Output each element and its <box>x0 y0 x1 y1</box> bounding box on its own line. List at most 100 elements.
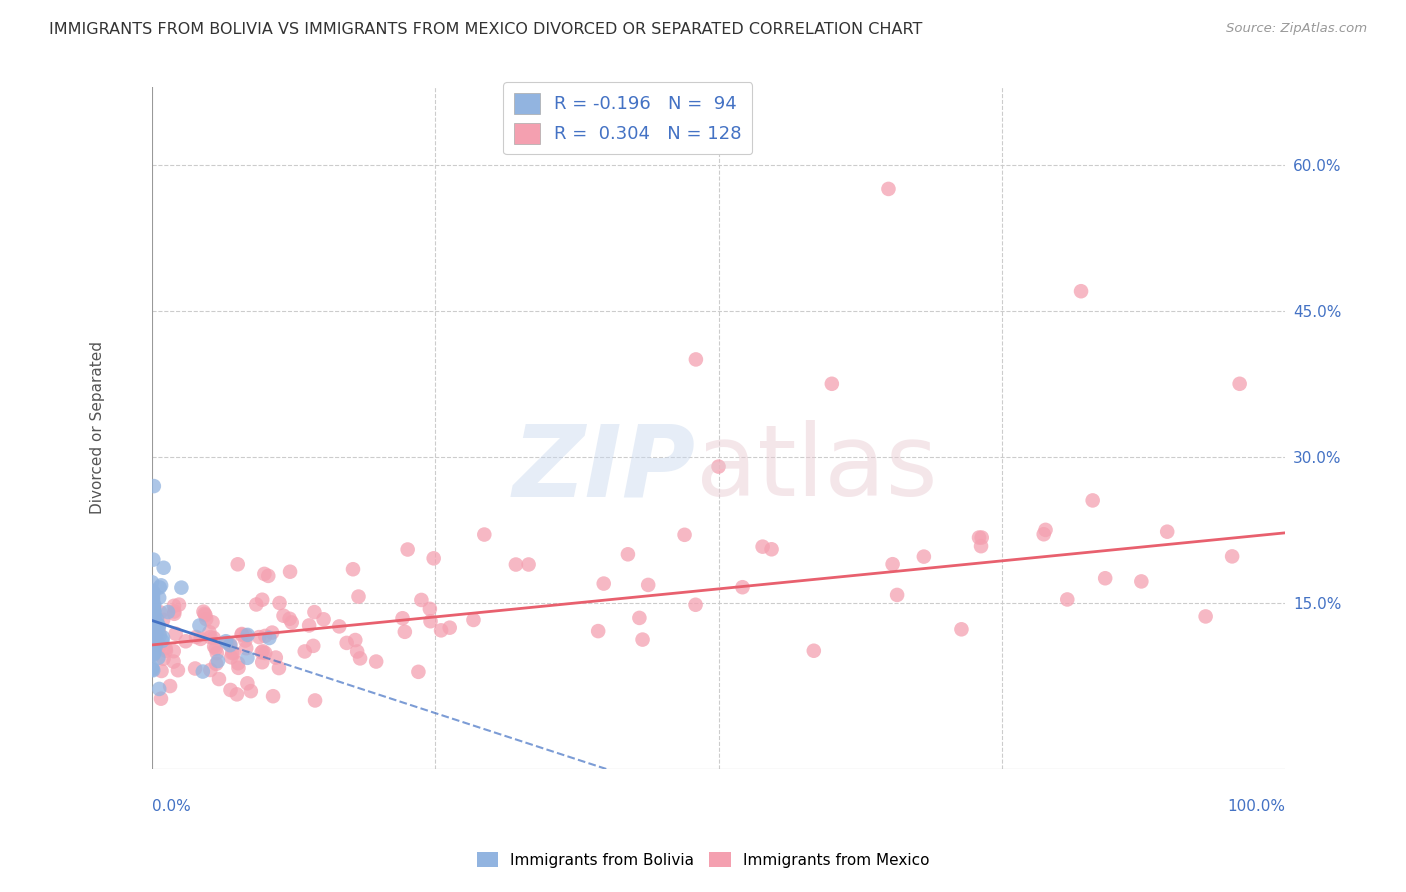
Point <box>259 631 281 645</box>
Point <box>142 645 165 659</box>
Point <box>617 547 640 561</box>
Point <box>188 618 211 632</box>
Point <box>142 605 165 619</box>
Point <box>143 643 166 657</box>
Point <box>253 566 276 581</box>
Point <box>751 540 773 554</box>
Point <box>149 606 172 620</box>
Point <box>156 605 179 619</box>
Point <box>167 663 190 677</box>
Point <box>143 617 166 632</box>
Point <box>148 626 170 640</box>
Point <box>141 594 163 608</box>
Point <box>294 644 316 658</box>
Point <box>200 630 222 644</box>
Point <box>761 542 783 557</box>
Point <box>152 651 174 665</box>
Point <box>221 646 243 660</box>
Point <box>148 618 170 632</box>
Point <box>142 663 165 677</box>
Point <box>970 539 993 553</box>
Point <box>201 615 224 630</box>
Point <box>391 611 413 625</box>
Point <box>152 613 174 627</box>
Point <box>142 616 165 631</box>
Point <box>145 631 167 645</box>
Point <box>141 628 163 642</box>
Point <box>336 636 359 650</box>
Point <box>912 549 935 564</box>
Point <box>685 598 707 612</box>
Point <box>673 528 696 542</box>
Point <box>159 679 181 693</box>
Legend: R = -0.196   N =  94, R =  0.304   N = 128: R = -0.196 N = 94, R = 0.304 N = 128 <box>503 82 752 154</box>
Point <box>1156 524 1178 539</box>
Point <box>141 612 163 626</box>
Point <box>247 630 270 644</box>
Point <box>366 655 388 669</box>
Point <box>142 605 165 619</box>
Text: 100.0%: 100.0% <box>1227 799 1285 814</box>
Point <box>205 646 228 660</box>
Point <box>142 615 165 630</box>
Point <box>142 628 165 642</box>
Point <box>1056 592 1078 607</box>
Point <box>142 592 165 607</box>
Point <box>146 634 169 648</box>
Point <box>142 585 165 599</box>
Point <box>143 631 166 645</box>
Point <box>141 608 163 623</box>
Point <box>162 655 184 669</box>
Point <box>142 612 165 626</box>
Point <box>146 617 169 632</box>
Point <box>195 612 218 626</box>
Point <box>631 632 654 647</box>
Point <box>141 597 163 611</box>
Point <box>419 614 441 628</box>
Point <box>208 672 231 686</box>
Point <box>347 590 370 604</box>
Point <box>148 681 170 696</box>
Point <box>1194 609 1216 624</box>
Point <box>886 588 908 602</box>
Point <box>877 182 900 196</box>
Point <box>141 583 163 598</box>
Point <box>143 618 166 632</box>
Point <box>142 602 165 616</box>
Point <box>191 665 214 679</box>
Point <box>231 627 253 641</box>
Point <box>204 641 226 656</box>
Point <box>141 624 163 638</box>
Point <box>150 578 173 592</box>
Point <box>148 650 170 665</box>
Point <box>231 628 253 642</box>
Point <box>142 607 165 621</box>
Point <box>141 640 163 655</box>
Point <box>143 603 166 617</box>
Point <box>142 479 165 493</box>
Point <box>592 576 614 591</box>
Point <box>803 644 825 658</box>
Point <box>219 638 242 652</box>
Point <box>142 648 165 662</box>
Point <box>142 634 165 648</box>
Point <box>143 598 166 612</box>
Point <box>149 691 172 706</box>
Point <box>408 665 430 679</box>
Point <box>1035 523 1057 537</box>
Point <box>143 609 166 624</box>
Point <box>262 690 284 704</box>
Point <box>142 601 165 615</box>
Point <box>236 676 259 690</box>
Point <box>141 615 163 630</box>
Point <box>1094 571 1116 585</box>
Point <box>250 645 273 659</box>
Point <box>142 615 165 630</box>
Point <box>202 631 225 645</box>
Point <box>264 650 287 665</box>
Point <box>1081 493 1104 508</box>
Point <box>155 641 177 656</box>
Point <box>219 650 242 665</box>
Point <box>146 622 169 636</box>
Text: 0.0%: 0.0% <box>152 799 191 814</box>
